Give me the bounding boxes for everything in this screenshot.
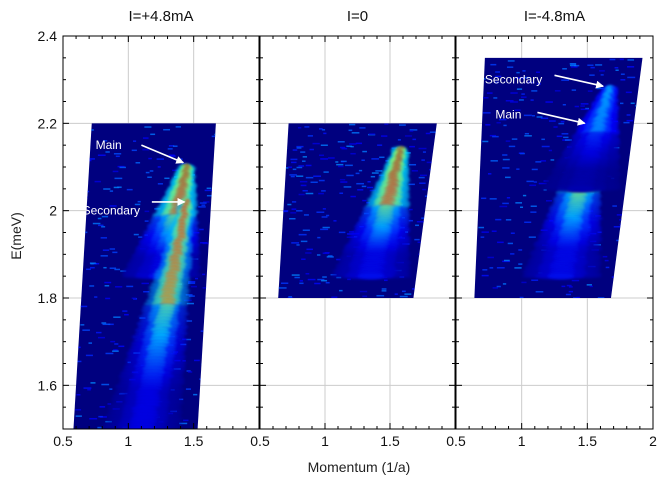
x-tick-label: 1 [518, 433, 526, 449]
ticks [455, 35, 654, 430]
annotation-label: Main [495, 108, 521, 122]
heat-layer [474, 58, 643, 299]
annotation-label: Main [96, 138, 122, 152]
heat-layer [73, 126, 216, 429]
overlays: Main Secondary Secondary Main [83, 73, 605, 218]
y-tick-label: 1.8 [38, 290, 58, 306]
y-tick-label: 2.2 [38, 115, 58, 131]
x-tick-label: 0.5 [250, 433, 270, 449]
x-tick-label: 1.5 [380, 433, 400, 449]
annotation-secondary: Secondary [485, 73, 605, 89]
annotation-main: Main [495, 108, 586, 126]
panel-title: I=+4.8mA [128, 8, 193, 25]
x-tick-label: 0.5 [446, 433, 466, 449]
x-axis-label: Momentum (1/a) [308, 459, 411, 475]
y-tick-label: 2 [49, 203, 57, 219]
x-tick-label: 1 [321, 433, 329, 449]
annotation-arrow [537, 111, 586, 126]
ticks [259, 35, 456, 430]
panel-3: 0.5 1 1.5 2 I=-4.8mA [446, 8, 657, 449]
panel-2: 0.5 1 1.5 I=0 [250, 8, 456, 449]
annotation-secondary: Secondary [83, 197, 186, 218]
annotation-main: Main [96, 138, 185, 164]
y-tick-label: 1.6 [38, 377, 58, 393]
panel-title: I=-4.8mA [524, 8, 585, 25]
annotation-label: Secondary [485, 73, 542, 87]
x-tick-label: 0.5 [53, 433, 73, 449]
ticks [62, 35, 260, 430]
annotation-arrow [141, 144, 185, 164]
y-axis-label: E(meV) [8, 212, 24, 259]
x-tick-label: 2 [649, 433, 657, 449]
annotation-label: Secondary [83, 204, 140, 218]
x-tick-label: 1.5 [578, 433, 598, 449]
annotation-arrow [554, 74, 605, 89]
y-tick-label: 2.4 [38, 28, 58, 44]
x-tick-label: 1 [124, 433, 132, 449]
x-tick-label: 1.5 [184, 433, 204, 449]
panel-1: 0.5 1 1.5 1.6 1.8 2 2.2 2.4 I=+4.8mA [38, 8, 260, 449]
heat-layer [278, 123, 437, 298]
panel-title: I=0 [347, 8, 368, 25]
